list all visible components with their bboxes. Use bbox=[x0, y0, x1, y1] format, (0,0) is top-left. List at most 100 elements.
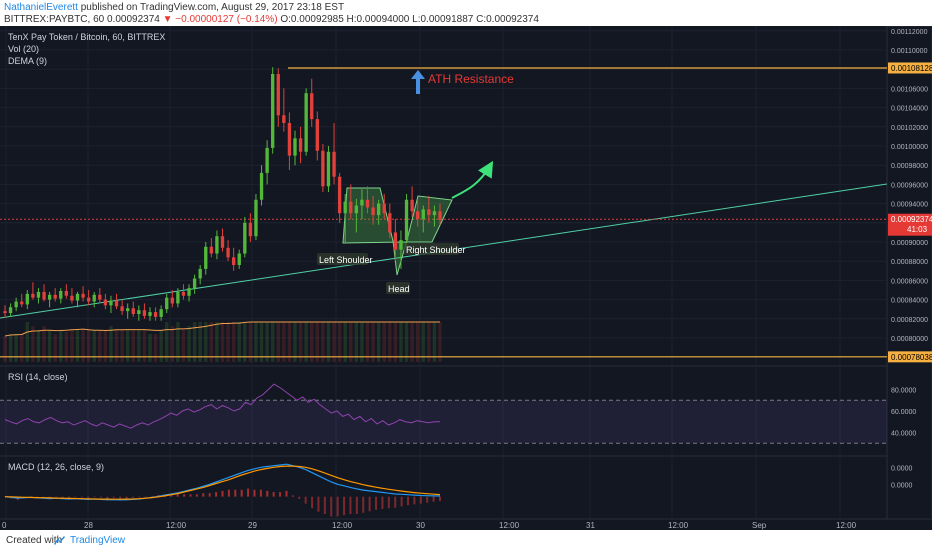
right-shoulder-annotation[interactable]: Right Shoulder bbox=[404, 243, 466, 255]
volume-bar bbox=[282, 322, 286, 362]
time-axis[interactable]: 0 28 12:00 29 12:00 30 12:00 31 12:00 Sep 12:00 bbox=[2, 521, 857, 530]
price-tick-label: 0.00088000 bbox=[891, 259, 928, 266]
price-axis[interactable] bbox=[886, 26, 932, 520]
volume-bar bbox=[142, 330, 147, 362]
volume-bar bbox=[243, 322, 247, 362]
volume-bar bbox=[231, 322, 236, 362]
macd-histogram-bar bbox=[311, 496, 314, 509]
candle-body bbox=[25, 293, 29, 305]
macd-histogram-bar bbox=[131, 496, 134, 498]
tradingview-brand-link[interactable]: TradingView bbox=[70, 535, 126, 546]
chart-canvas[interactable]: ATH Resistance Left Shoulder Head Right … bbox=[0, 26, 932, 530]
current-price-value: 0.00092374 bbox=[891, 215, 932, 224]
volume-bar bbox=[109, 326, 113, 362]
left-shoulder-label: Left Shoulder bbox=[319, 255, 373, 265]
resistance-high-value: 0.00108128 bbox=[891, 64, 932, 73]
rsi-band bbox=[0, 399, 887, 444]
volume-bar bbox=[103, 330, 108, 362]
time-tick-label: 29 bbox=[248, 521, 257, 530]
time-tick-label: 0 bbox=[2, 521, 7, 530]
candle-body bbox=[237, 253, 241, 266]
volume-ma-path bbox=[4, 321, 440, 337]
macd-histogram-bar bbox=[125, 496, 128, 499]
rsi-tick-label: 40.0000 bbox=[891, 431, 916, 438]
volume-bar bbox=[126, 330, 130, 362]
volume-bar bbox=[165, 322, 169, 362]
ath-annotation[interactable]: ATH Resistance bbox=[411, 70, 514, 94]
volume-bar bbox=[192, 322, 197, 362]
volume-bar bbox=[382, 322, 386, 362]
volume-bar bbox=[137, 330, 141, 362]
volume-bar bbox=[393, 322, 398, 362]
volume-bar bbox=[226, 322, 230, 362]
macd-histogram-bar bbox=[266, 490, 269, 497]
macd-histogram-bar bbox=[317, 496, 320, 512]
macd-histogram-bar bbox=[61, 496, 64, 498]
rsi-fill bbox=[0, 400, 887, 444]
macd-histogram-bar bbox=[202, 493, 205, 497]
macd-histogram-bar bbox=[144, 496, 147, 498]
price-tick-label: 0.00104000 bbox=[891, 106, 928, 113]
price-tick-label: 0.00112000 bbox=[891, 29, 928, 36]
candle-body bbox=[81, 293, 85, 298]
published-text: published on TradingView.com, August 29,… bbox=[77, 2, 345, 13]
publish-info-bar: NathanielEverett published on TradingVie… bbox=[0, 0, 932, 26]
breakout-arrow-icon[interactable] bbox=[451, 160, 494, 199]
candle-body bbox=[36, 291, 41, 298]
head-annotation[interactable]: Head bbox=[386, 282, 410, 294]
symbol-prefix: BITTREX:PAYBTC, 60 0.00092374 bbox=[4, 14, 163, 25]
head-bg bbox=[386, 282, 410, 294]
volume-bar bbox=[298, 322, 303, 362]
volume-bar bbox=[3, 336, 7, 362]
macd-histogram-bar bbox=[80, 496, 83, 498]
dema-indicator-label[interactable]: DEMA (9) bbox=[8, 56, 47, 66]
macd-histogram-bar bbox=[279, 492, 282, 497]
volume-bar bbox=[36, 330, 41, 362]
macd-histogram-bar bbox=[432, 496, 435, 502]
price-tick-label: 0.00102000 bbox=[891, 125, 928, 132]
candle-body bbox=[254, 199, 258, 237]
candle-body bbox=[192, 278, 197, 289]
macd-histogram-bar bbox=[112, 496, 115, 498]
change-text: ▼ −0.00000127 (−0.14%) bbox=[162, 14, 278, 25]
volume-bar bbox=[25, 322, 29, 362]
macd-histogram-bar bbox=[298, 496, 301, 499]
candle-body bbox=[287, 122, 292, 156]
volume-bar bbox=[326, 322, 331, 362]
volume-indicator-label[interactable]: Vol (20) bbox=[8, 44, 39, 54]
candle-body bbox=[243, 222, 247, 254]
volume-bar bbox=[254, 322, 258, 362]
price-tick-label: 0.00084000 bbox=[891, 298, 928, 305]
candle-body bbox=[170, 297, 174, 304]
candle-body bbox=[126, 308, 130, 312]
macd-histogram-bar bbox=[413, 496, 416, 505]
macd-histogram-bar bbox=[349, 496, 352, 515]
right-shoulder-bg bbox=[404, 243, 459, 255]
volume-bar bbox=[215, 322, 219, 362]
volume-bar bbox=[170, 326, 174, 362]
volume-bar bbox=[204, 322, 208, 362]
volume-bar bbox=[438, 322, 442, 362]
rsi-title[interactable]: RSI (14, close) bbox=[8, 372, 68, 382]
right-shoulder-label: Right Shoulder bbox=[406, 245, 466, 255]
price-tick-label: 0.00080000 bbox=[891, 336, 928, 343]
macd-histogram-bar bbox=[323, 496, 326, 515]
volume-bar bbox=[181, 330, 186, 362]
rsi-tick-label: 60.0000 bbox=[891, 409, 916, 416]
candle-body bbox=[64, 290, 69, 296]
time-tick-label: Sep bbox=[752, 521, 767, 530]
macd-histogram-bar bbox=[170, 494, 173, 497]
macd-histogram-bar bbox=[247, 488, 250, 497]
candle-body bbox=[360, 199, 364, 206]
tradingview-cloud-icon bbox=[54, 536, 65, 545]
author-link[interactable]: NathanielEverett bbox=[4, 2, 78, 13]
candle-body bbox=[343, 201, 347, 214]
candle-body bbox=[137, 310, 141, 314]
time-tick-label: 31 bbox=[586, 521, 595, 530]
left-shoulder-annotation[interactable]: Left Shoulder bbox=[317, 253, 373, 265]
macd-histogram-bar bbox=[189, 494, 192, 497]
macd-title[interactable]: MACD (12, 26, close, 9) bbox=[8, 462, 104, 472]
macd-histogram-bar bbox=[394, 496, 397, 508]
candle-body bbox=[92, 294, 96, 302]
footer-bar: Created with TradingView bbox=[0, 530, 932, 550]
